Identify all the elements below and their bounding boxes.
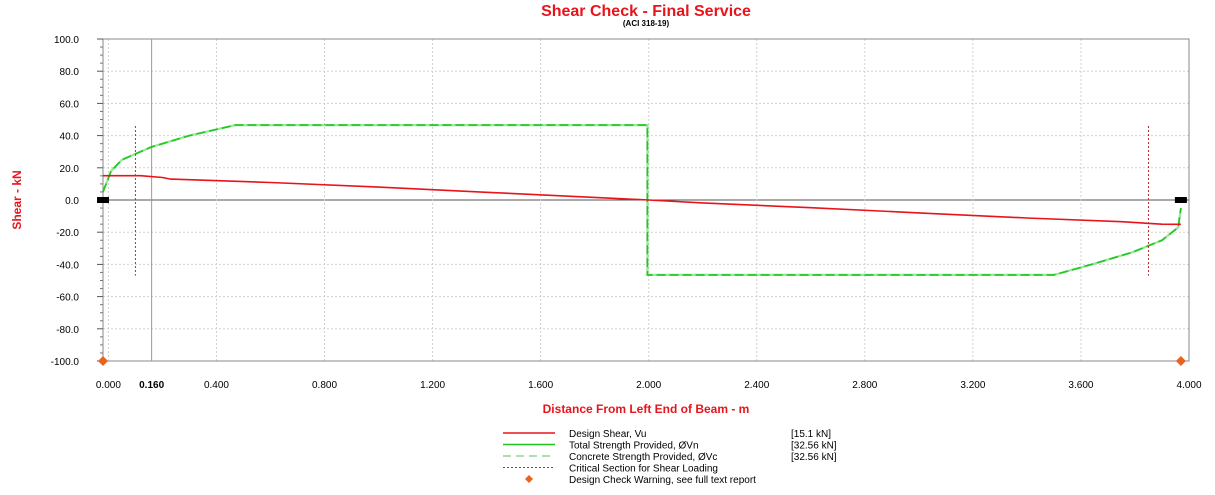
x-tick-label: 0.000 — [96, 380, 121, 391]
x-tick-label: 1.600 — [528, 380, 553, 391]
chart-subtitle: (ACI 318-19) — [623, 19, 670, 28]
x-tick-label: 1.200 — [420, 380, 445, 391]
warning-marker — [98, 356, 108, 366]
y-tick-label: -80.0 — [56, 325, 79, 336]
y-tick-label: 80.0 — [60, 67, 80, 78]
legend-concrete-strength-label: Concrete Strength Provided, ØVc — [569, 452, 717, 463]
y-tick-label: 0.0 — [65, 196, 79, 207]
support-marker — [97, 197, 109, 203]
chart-title: Shear Check - Final Service — [541, 3, 751, 20]
legend-total-strength-label: Total Strength Provided, ØVn — [569, 441, 699, 452]
y-tick-label: -100.0 — [51, 357, 80, 368]
highlight-tick-label: 0.160 — [139, 380, 164, 391]
x-tick-label: 3.200 — [960, 380, 985, 391]
legend-design-shear-label: Design Shear, Vu — [569, 429, 646, 440]
x-tick-label: 0.800 — [312, 380, 337, 391]
x-tick-label: 2.000 — [636, 380, 661, 391]
x-tick-label: 0.400 — [204, 380, 229, 391]
x-tick-label: 2.400 — [744, 380, 769, 391]
x-axis-title: Distance From Left End of Beam - m — [543, 402, 750, 416]
y-tick-label: -40.0 — [56, 260, 79, 271]
warning-marker — [1176, 356, 1186, 366]
legend-design-shear-value: [15.1 kN] — [791, 429, 831, 440]
legend: Design Shear, Vu [15.1 kN] Total Strength … — [503, 429, 837, 486]
x-tick-label: 4.000 — [1176, 380, 1201, 391]
support-marker — [1175, 197, 1187, 203]
markers — [97, 126, 1187, 366]
legend-warning-label: Design Check Warning, see full text repo… — [569, 475, 756, 486]
legend-concrete-strength-value: [32.56 kN] — [791, 452, 837, 463]
y-tick-label: 60.0 — [60, 99, 80, 110]
y-axis-title: Shear - kN — [10, 170, 24, 229]
y-tick-label: -20.0 — [56, 228, 79, 239]
y-tick-label: 20.0 — [60, 164, 80, 175]
y-axis-ticks: 100.0 80.0 60.0 40.0 20.0 0.0 -20.0 -40.0 -60.0 -… — [51, 35, 103, 368]
x-tick-label: 3.600 — [1068, 380, 1093, 391]
y-tick-label: -60.0 — [56, 293, 79, 304]
x-tick-label: 2.800 — [852, 380, 877, 391]
y-tick-label: 100.0 — [54, 35, 79, 46]
legend-critical-section-label: Critical Section for Shear Loading — [569, 464, 718, 475]
y-tick-label: 40.0 — [60, 132, 80, 143]
legend-warning-swatch — [525, 475, 533, 483]
legend-total-strength-value: [32.56 kN] — [791, 441, 837, 452]
x-axis-ticks: 0.000 0.400 0.800 1.200 1.600 2.000 2.400 2.800… — [96, 380, 1202, 391]
